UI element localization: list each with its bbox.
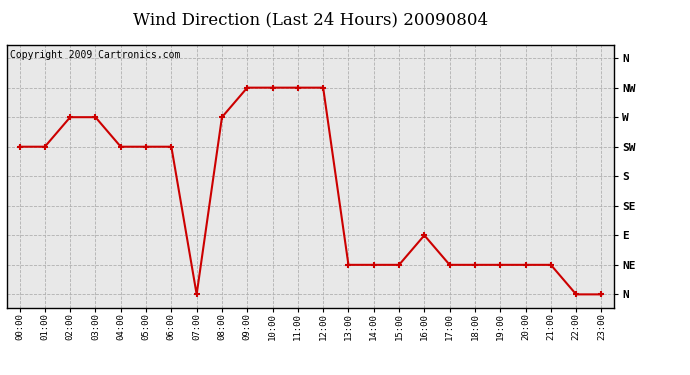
Text: Wind Direction (Last 24 Hours) 20090804: Wind Direction (Last 24 Hours) 20090804 <box>133 11 488 28</box>
Text: Copyright 2009 Cartronics.com: Copyright 2009 Cartronics.com <box>10 50 180 60</box>
